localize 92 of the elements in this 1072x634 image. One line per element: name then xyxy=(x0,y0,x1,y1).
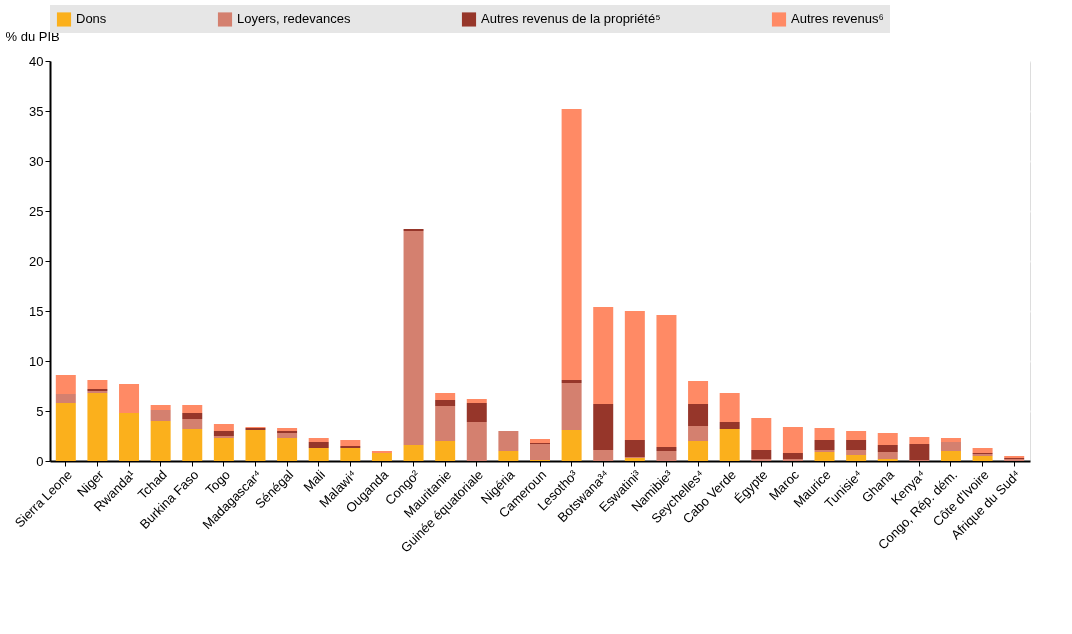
bar xyxy=(877,433,898,445)
bar xyxy=(340,440,361,446)
bar xyxy=(814,452,835,461)
bar xyxy=(561,109,582,380)
y-tick-label: 15 xyxy=(29,303,44,319)
bar xyxy=(656,451,677,461)
bar xyxy=(403,231,424,445)
bar xyxy=(593,404,614,450)
bar xyxy=(656,315,677,447)
bar xyxy=(909,444,930,460)
bar xyxy=(150,405,171,410)
bar xyxy=(814,440,835,450)
bar xyxy=(972,448,993,453)
y-tick-label: 10 xyxy=(29,353,44,369)
bar xyxy=(403,445,424,461)
bar xyxy=(435,406,456,441)
bar xyxy=(940,451,961,461)
bar xyxy=(213,431,234,436)
bar xyxy=(719,422,740,429)
bar xyxy=(150,421,171,461)
bar xyxy=(846,440,867,450)
legend-label: Autres revenus de la propriété⁵ xyxy=(481,11,661,27)
bar xyxy=(150,410,171,421)
bar xyxy=(561,380,582,383)
y-tick-label: 35 xyxy=(29,103,44,119)
bar xyxy=(498,431,519,451)
bar xyxy=(308,448,329,461)
bar xyxy=(308,442,329,448)
bar xyxy=(530,444,550,460)
bar xyxy=(277,438,298,461)
bar xyxy=(593,307,614,404)
y-tick-label: 0 xyxy=(36,453,44,469)
bar xyxy=(182,429,203,461)
bar xyxy=(846,431,867,440)
bar xyxy=(466,403,487,422)
y-tick-label: 5 xyxy=(36,403,44,419)
legend-label: Autres revenus⁶ xyxy=(791,11,884,27)
bar xyxy=(371,453,392,461)
bar xyxy=(277,433,298,438)
bar xyxy=(340,448,361,461)
bar xyxy=(940,438,961,442)
bar xyxy=(55,403,76,461)
bar xyxy=(55,375,76,394)
bar xyxy=(308,438,329,442)
bar xyxy=(561,383,582,430)
bar xyxy=(182,419,203,429)
bar xyxy=(719,393,740,422)
y-tick-label: 40 xyxy=(29,53,44,69)
bar xyxy=(972,456,993,461)
legend-label: Dons xyxy=(76,11,107,27)
bar xyxy=(213,424,234,431)
bar xyxy=(466,399,487,403)
bar xyxy=(751,418,772,450)
y-tick-label: 30 xyxy=(29,153,44,169)
bar xyxy=(688,404,709,426)
bar xyxy=(751,450,772,459)
bar xyxy=(435,441,456,461)
bar xyxy=(782,427,803,453)
bar xyxy=(435,400,456,406)
bar xyxy=(182,413,203,419)
bar xyxy=(498,451,519,461)
bar xyxy=(624,311,645,440)
bar xyxy=(119,413,140,461)
bar xyxy=(846,455,867,461)
bar xyxy=(782,453,803,459)
bar xyxy=(846,450,867,455)
bar xyxy=(435,393,456,400)
bar xyxy=(656,447,677,451)
bar xyxy=(182,405,203,413)
bar xyxy=(688,441,709,461)
bar xyxy=(593,450,614,461)
bar xyxy=(87,380,108,389)
bar xyxy=(530,439,550,443)
bar xyxy=(877,452,898,459)
bar xyxy=(909,437,930,444)
legend-label: Loyers, redevances xyxy=(237,11,351,27)
bar xyxy=(561,430,582,461)
y-tick-label: 25 xyxy=(29,203,44,219)
bar xyxy=(814,428,835,440)
bar xyxy=(466,422,487,461)
bar xyxy=(688,426,709,441)
y-tick-label: 20 xyxy=(29,253,44,269)
bar xyxy=(624,440,645,457)
bar xyxy=(87,393,108,461)
bar xyxy=(719,429,740,461)
bar xyxy=(940,442,961,451)
bar xyxy=(877,445,898,452)
bar xyxy=(119,384,140,413)
bar xyxy=(55,394,76,403)
bar xyxy=(245,430,266,461)
bar xyxy=(213,438,234,461)
bar xyxy=(688,381,709,404)
